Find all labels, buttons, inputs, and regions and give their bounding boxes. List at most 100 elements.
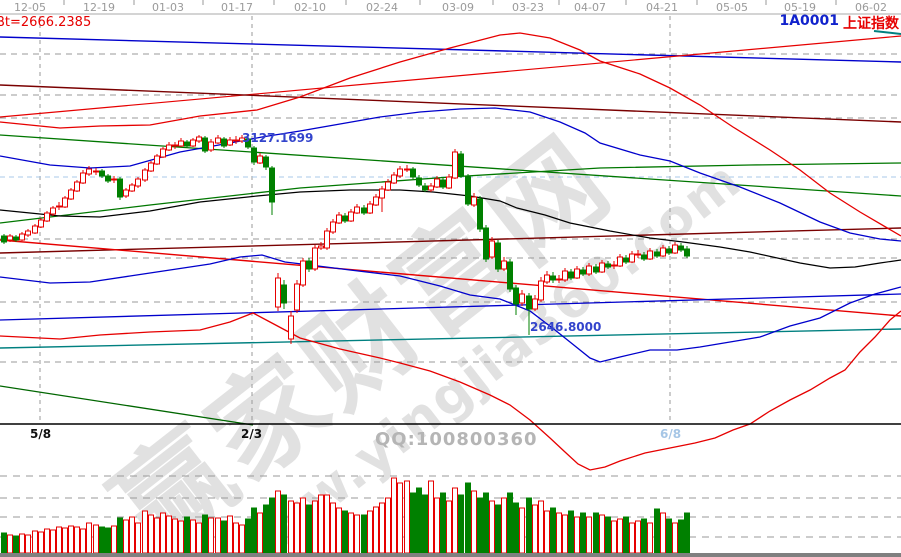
volume-bar <box>416 487 422 554</box>
candle-body <box>672 244 678 254</box>
candle-body <box>7 235 13 241</box>
candle-body <box>312 247 318 270</box>
date-label: 04-07 <box>574 1 606 14</box>
candle-body <box>257 155 263 164</box>
candle-body <box>599 262 605 273</box>
volume-bar <box>635 520 641 554</box>
volume-bar <box>611 520 617 554</box>
volume-bar <box>605 516 611 554</box>
candle-body <box>471 196 477 206</box>
volume-bar <box>452 487 458 554</box>
candle-body <box>544 274 550 283</box>
candle-body <box>221 138 227 147</box>
instrument-name[interactable]: 上证指数 <box>843 16 899 32</box>
candle-body <box>361 207 367 214</box>
candle-body <box>416 177 422 186</box>
candle-body <box>666 248 672 254</box>
volume-bar <box>397 482 403 554</box>
volume-bar <box>385 497 391 554</box>
volume-bar <box>190 519 196 554</box>
volume-bar <box>318 494 324 554</box>
volume-bar <box>142 510 148 554</box>
candle-body <box>342 215 348 222</box>
date-label: 01-17 <box>221 1 253 14</box>
candle-body <box>123 189 129 197</box>
volume-bar <box>458 494 464 554</box>
candle-body <box>458 153 464 177</box>
candle-body <box>489 240 495 258</box>
volume-bar <box>513 502 519 554</box>
candle-body <box>318 245 324 249</box>
gann-label-6-8: 6/8 <box>660 427 682 441</box>
volume-bar <box>580 512 586 554</box>
candle-body <box>50 207 56 215</box>
chart-line-red-band-lower <box>0 310 901 471</box>
volume-bar <box>428 480 434 554</box>
volume-bar <box>507 492 513 554</box>
volume-bar <box>379 502 385 554</box>
volume-bar <box>172 518 178 554</box>
volume-bar <box>544 510 550 554</box>
volume-bar <box>129 516 135 554</box>
volume-bar <box>562 514 568 554</box>
candle-body <box>532 298 538 310</box>
volume-bar <box>312 500 318 554</box>
volume-bar <box>599 514 605 554</box>
candle-body <box>233 139 239 142</box>
candle-body <box>19 233 25 241</box>
chart-line-blue-ma-slow <box>0 254 901 363</box>
peak-price-annotation: 3127.1699 <box>242 131 314 145</box>
candle-body <box>196 136 202 142</box>
candle-body <box>580 269 586 275</box>
volume-bar <box>300 497 306 554</box>
volume-bar <box>117 517 123 554</box>
candle-body <box>422 185 428 191</box>
candle-body <box>538 280 544 301</box>
volume-bar <box>44 528 50 554</box>
volume-bar <box>440 492 446 554</box>
candle-body <box>202 137 208 152</box>
candle-body <box>160 148 166 158</box>
date-label: 03-09 <box>442 1 474 14</box>
volume-bar <box>404 480 410 554</box>
candle-body <box>300 260 306 286</box>
chart-line-maroon-upper <box>0 84 901 123</box>
date-label: 05-05 <box>716 1 748 14</box>
candle-body <box>507 261 513 290</box>
instrument-code[interactable]: 1A0001 <box>779 13 839 29</box>
candle-body <box>623 257 629 263</box>
candle-body <box>654 251 660 257</box>
candle-body <box>678 245 684 251</box>
candle-body <box>586 265 592 275</box>
chart-line-maroon-lower <box>0 227 901 254</box>
volume-bar <box>25 534 31 554</box>
volume-bar <box>7 534 13 554</box>
volume-bar <box>105 527 111 554</box>
date-label: 04-21 <box>646 1 678 14</box>
volume-bar <box>135 522 141 554</box>
candle-body <box>215 137 221 144</box>
candle-body <box>611 264 617 267</box>
chart-line-red-band-upper <box>0 32 901 237</box>
volume-bar <box>196 522 202 554</box>
candle-body <box>93 170 99 173</box>
candle-body <box>148 162 154 172</box>
candle-body <box>526 295 532 310</box>
candle-body <box>13 236 19 241</box>
candle-body <box>288 315 294 340</box>
volume-bar <box>154 517 160 554</box>
candle-body <box>142 169 148 181</box>
chart-line-blue-low-flat <box>0 293 901 321</box>
candle-body <box>385 181 391 191</box>
chart-line-green-declining <box>0 134 901 197</box>
volume-bar <box>586 516 592 554</box>
chart-line-teal-horizontal <box>0 328 901 349</box>
candle-body <box>154 155 160 165</box>
date-label: 03-23 <box>512 1 544 14</box>
candle-body <box>184 141 190 147</box>
volume-bar <box>68 525 74 554</box>
candle-body <box>440 179 446 188</box>
volume-bar <box>13 535 19 554</box>
